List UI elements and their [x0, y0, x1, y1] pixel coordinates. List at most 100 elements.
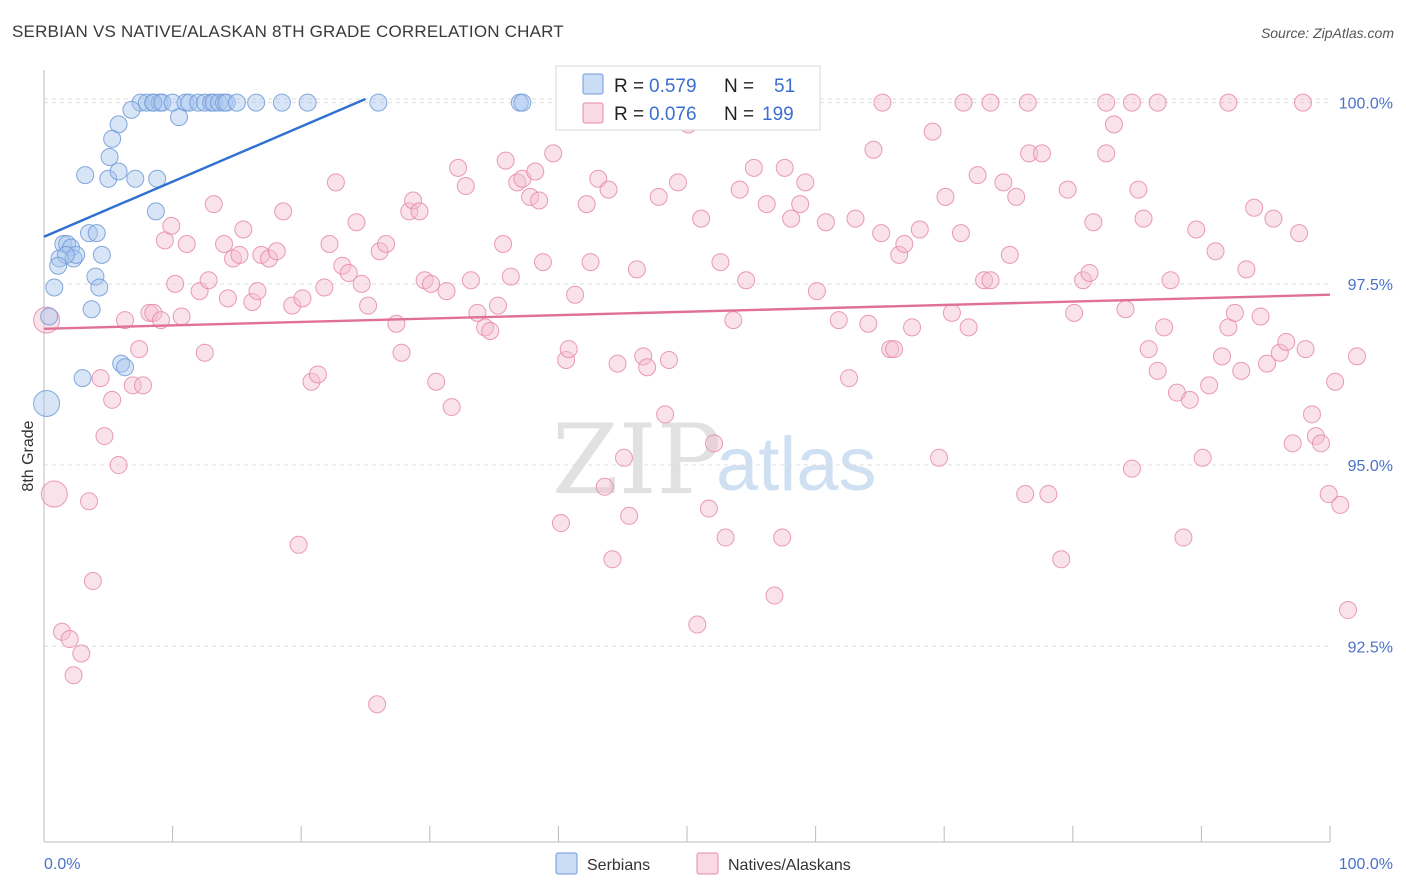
- data-point: [890, 245, 909, 264]
- data-point: [153, 93, 172, 112]
- data-point: [859, 314, 878, 333]
- data-point: [608, 354, 627, 373]
- data-point: [234, 220, 253, 239]
- data-point: [1293, 93, 1312, 112]
- watermark-zip: ZIP: [552, 404, 721, 516]
- data-point: [968, 166, 987, 185]
- data-point: [1122, 93, 1141, 112]
- data-point: [668, 173, 687, 192]
- y-tick-label: 97.5%: [1348, 277, 1393, 294]
- data-point: [298, 93, 317, 112]
- data-point: [656, 405, 675, 424]
- data-point: [903, 318, 922, 337]
- data-point: [1174, 528, 1193, 547]
- stats-r-label-serbians: R =: [614, 76, 644, 97]
- trend-line-serbians: [43, 97, 366, 238]
- data-point: [204, 195, 223, 214]
- data-point: [705, 434, 724, 453]
- data-point: [544, 144, 563, 163]
- data-point: [1212, 347, 1231, 366]
- watermark: ZIP atlas: [552, 404, 877, 516]
- watermark-atlas: atlas: [716, 422, 877, 507]
- y-tick-label: 92.5%: [1348, 639, 1393, 656]
- data-point: [333, 256, 352, 275]
- data-point: [243, 292, 262, 311]
- stats-r-natives: 0.076: [649, 104, 697, 125]
- data-point: [757, 195, 776, 214]
- data-point: [260, 249, 279, 268]
- data-point: [649, 187, 668, 206]
- y-tick-labels: 92.5% 95.0% 97.5% 100.0%: [1339, 96, 1393, 657]
- data-point: [840, 369, 859, 388]
- data-point: [92, 245, 111, 264]
- data-point: [566, 285, 585, 304]
- data-point: [873, 93, 892, 112]
- data-point: [603, 550, 622, 569]
- data-point: [410, 202, 429, 221]
- data-point: [392, 343, 411, 362]
- data-point: [577, 195, 596, 214]
- data-point: [64, 666, 83, 685]
- trend-line-natives: [43, 293, 1331, 330]
- stats-r-serbians: 0.579: [649, 76, 697, 97]
- series-serbians: [33, 93, 532, 417]
- data-point: [1180, 390, 1199, 409]
- data-point: [1225, 303, 1244, 322]
- data-point: [140, 303, 159, 322]
- data-point: [76, 166, 95, 185]
- data-point: [1219, 93, 1238, 112]
- data-point: [699, 499, 718, 518]
- data-point: [1148, 93, 1167, 112]
- data-point: [521, 187, 540, 206]
- stats-swatch-serbians: [582, 73, 604, 95]
- data-point: [959, 318, 978, 337]
- data-point: [427, 372, 446, 391]
- data-point: [476, 318, 495, 337]
- data-point: [730, 180, 749, 199]
- data-point: [247, 93, 266, 112]
- data-point: [942, 303, 961, 322]
- data-point: [954, 93, 973, 112]
- data-point: [1251, 307, 1270, 326]
- data-point: [326, 173, 345, 192]
- stats-n-label-serbians: N =: [724, 76, 754, 97]
- data-point: [496, 151, 515, 170]
- stats-n-natives: 199: [762, 104, 794, 125]
- data-point: [1084, 213, 1103, 232]
- data-point: [895, 234, 914, 253]
- data-point: [152, 311, 171, 330]
- data-point: [1104, 115, 1123, 134]
- data-point: [456, 176, 475, 195]
- legend-label-natives: Natives/Alaskans: [728, 857, 851, 874]
- data-point: [170, 108, 189, 127]
- data-point: [994, 173, 1013, 192]
- bottom-legend: Serbians Natives/Alaskans: [555, 852, 851, 875]
- data-point: [1187, 220, 1206, 239]
- data-point: [53, 622, 72, 641]
- data-point: [40, 480, 68, 508]
- data-point: [846, 209, 865, 228]
- data-point: [885, 340, 904, 359]
- data-point: [737, 271, 756, 290]
- data-point: [272, 93, 291, 112]
- data-point: [218, 289, 237, 308]
- data-point: [530, 191, 549, 210]
- axes: [43, 70, 1331, 843]
- data-point: [559, 340, 578, 359]
- data-point: [215, 234, 234, 253]
- data-point: [40, 307, 59, 326]
- data-point: [488, 296, 507, 315]
- data-point: [33, 306, 61, 334]
- data-point: [67, 245, 86, 264]
- data-point: [86, 267, 105, 286]
- data-point: [172, 307, 191, 326]
- data-point: [1277, 332, 1296, 351]
- data-point: [481, 321, 500, 340]
- data-point: [180, 93, 199, 112]
- data-point: [1290, 224, 1309, 243]
- data-point: [1032, 144, 1051, 163]
- data-point: [930, 448, 949, 467]
- data-point: [131, 93, 150, 112]
- data-point: [449, 158, 468, 177]
- data-point: [227, 93, 246, 112]
